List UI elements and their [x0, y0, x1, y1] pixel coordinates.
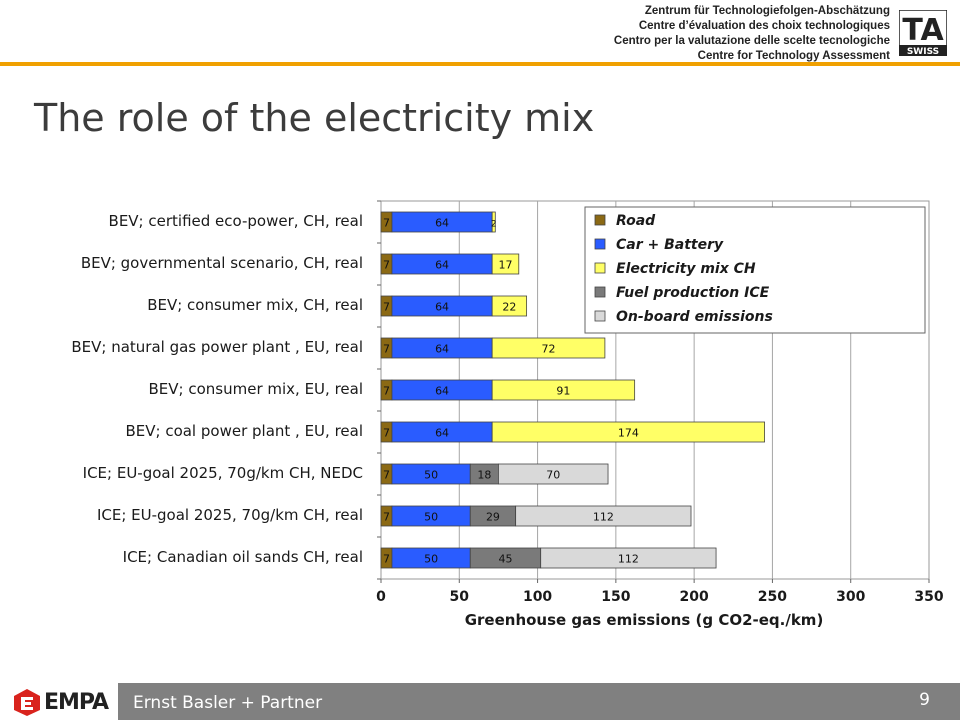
- bar-value-label: 7: [383, 511, 390, 524]
- header-rule: [0, 62, 960, 66]
- bar-value-label: 64: [435, 217, 449, 230]
- bar-segment: [515, 505, 692, 527]
- legend-swatch: [594, 310, 606, 322]
- bar-value-label: 64: [435, 385, 449, 398]
- logo-sub: SWISS: [907, 47, 939, 56]
- category-label: BEV; governmental scenario, CH, real: [80, 254, 363, 272]
- bar-value-label: 2: [491, 220, 497, 230]
- bar-segment: [498, 463, 609, 485]
- bar-segment: [491, 211, 496, 233]
- legend-label: Fuel production ICE: [616, 285, 770, 301]
- bar-value-label: 174: [618, 427, 639, 440]
- bar-value-label: 18: [477, 469, 491, 482]
- logo-text: TA: [902, 13, 944, 48]
- legend-label: Car + Battery: [616, 237, 724, 253]
- legend-label: Electricity mix CH: [616, 261, 756, 277]
- bar-segment: [491, 253, 520, 275]
- x-tick-label: 0: [376, 589, 386, 605]
- bar-value-label: 50: [424, 469, 438, 482]
- bar-value-label: 22: [502, 301, 516, 314]
- x-tick-label: 100: [523, 589, 552, 605]
- bar-value-label: 7: [383, 301, 390, 314]
- bar-value-label: 7: [383, 343, 390, 356]
- bar-value-label: 64: [435, 343, 449, 356]
- bar-value-label: 7: [383, 427, 390, 440]
- bar-value-label: 112: [593, 511, 614, 524]
- slide-title: The role of the electricity mix: [34, 96, 595, 140]
- ta-swiss-logo: TA SWISS: [899, 10, 947, 56]
- category-label: BEV; consumer mix, EU, real: [148, 380, 364, 398]
- page-number: 9: [919, 690, 930, 710]
- bar-value-label: 112: [618, 553, 639, 566]
- empa-logo-text: EMPA: [44, 690, 109, 715]
- legend-label: Road: [616, 213, 656, 229]
- header-line: Centre d’évaluation des choix technologi…: [638, 20, 890, 32]
- bar-value-label: 70: [546, 469, 560, 482]
- legend-swatch: [594, 238, 606, 250]
- x-tick-label: 200: [680, 589, 709, 605]
- bar-value-label: 7: [383, 469, 390, 482]
- category-label: ICE; EU-goal 2025, 70g/km CH, NEDC: [82, 464, 363, 482]
- legend-box: [584, 206, 926, 334]
- bar-value-label: 64: [435, 427, 449, 440]
- bar-segment: [491, 379, 636, 401]
- bar-value-label: 50: [424, 511, 438, 524]
- category-label: BEV; natural gas power plant , EU, real: [71, 338, 363, 356]
- header-line: Centre for Technology Assessment: [697, 50, 890, 62]
- bar-value-label: 7: [383, 385, 390, 398]
- institution-header: Zentrum für Technologiefolgen-Abschätzun…: [614, 4, 890, 64]
- bar-value-label: 45: [498, 553, 512, 566]
- category-label: BEV; consumer mix, CH, real: [147, 296, 363, 314]
- x-tick-label: 350: [914, 589, 943, 605]
- category-label: ICE; Canadian oil sands CH, real: [122, 548, 363, 566]
- legend-swatch: [594, 286, 606, 298]
- category-label: BEV; certified eco-power, CH, real: [108, 212, 363, 230]
- legend-swatch: [594, 262, 606, 274]
- header-line: Centro per la valutazione delle scelte t…: [613, 35, 890, 47]
- header-line: Zentrum für Technologiefolgen-Abschätzun…: [644, 5, 890, 17]
- x-tick-label: 150: [601, 589, 630, 605]
- bar-value-label: 64: [435, 259, 449, 272]
- x-tick-label: 250: [758, 589, 787, 605]
- bar-segment: [491, 295, 528, 317]
- bar-value-label: 91: [556, 385, 570, 398]
- bar-value-label: 7: [383, 553, 390, 566]
- bar-value-label: 64: [435, 301, 449, 314]
- bar-value-label: 72: [542, 343, 556, 356]
- bar-value-label: 17: [498, 259, 512, 272]
- x-tick-label: 50: [450, 589, 470, 605]
- bar-segment: [491, 337, 606, 359]
- empa-logo-icon: [14, 689, 40, 716]
- bar-value-label: 7: [383, 217, 390, 230]
- category-label: ICE; EU-goal 2025, 70g/km CH, real: [96, 506, 363, 524]
- bar-segment: [491, 421, 766, 443]
- bar-value-label: 29: [486, 511, 500, 524]
- bar-value-label: 50: [424, 553, 438, 566]
- bar-value-label: 7: [383, 259, 390, 272]
- legend-label: On-board emissions: [616, 309, 773, 325]
- x-tick-label: 300: [836, 589, 865, 605]
- legend-swatch: [594, 214, 606, 226]
- x-axis-title: Greenhouse gas emissions (g CO2-eq./km): [464, 611, 824, 629]
- category-label: BEV; coal power plant , EU, real: [125, 422, 363, 440]
- bar-segment: [540, 547, 717, 569]
- ebp-logo-text: Ernst Basler + Partner: [133, 693, 323, 713]
- footer-bar: [118, 683, 960, 720]
